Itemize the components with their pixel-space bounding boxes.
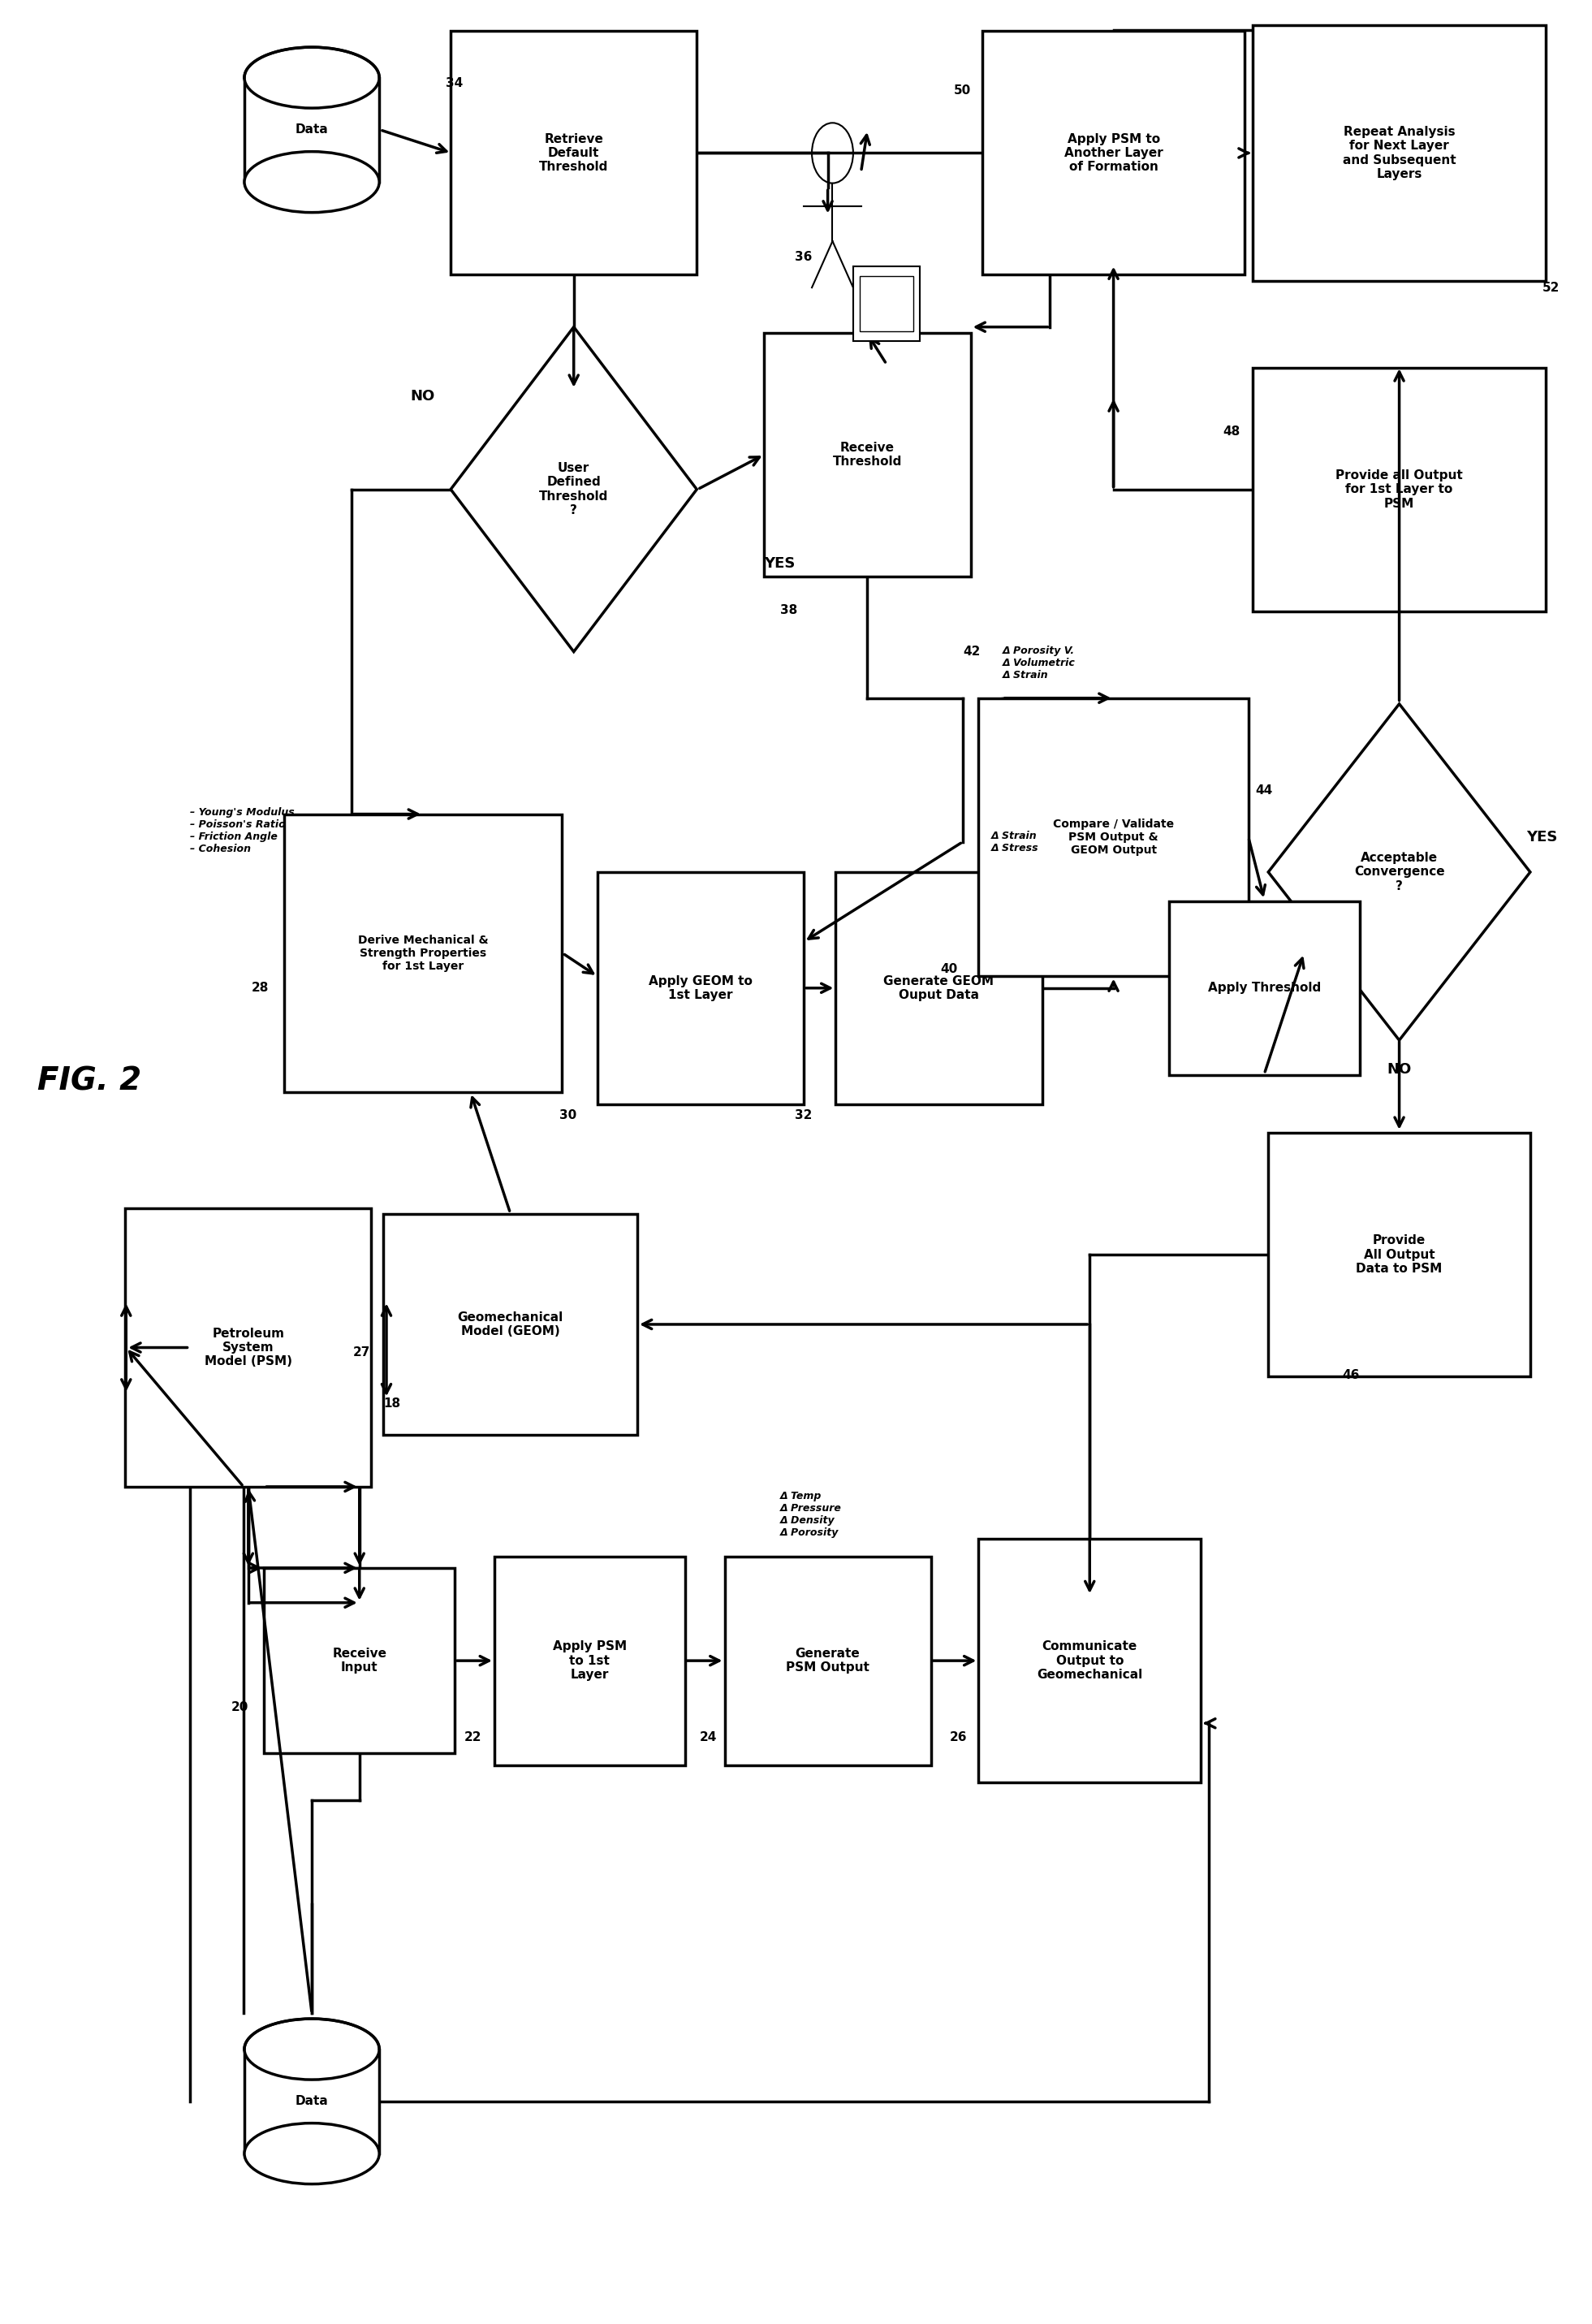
Text: Receive
Input: Receive Input [333, 1648, 387, 1673]
Text: 22: 22 [465, 1731, 482, 1743]
Text: Apply Threshold: Apply Threshold [1208, 983, 1321, 995]
Text: User
Defined
Threshold
?: User Defined Threshold ? [540, 462, 608, 516]
Text: 18: 18 [384, 1397, 401, 1408]
Text: Δ Porosity V.
Δ Volumetric
Δ Strain: Δ Porosity V. Δ Volumetric Δ Strain [1003, 646, 1075, 681]
Bar [495, 1557, 685, 1764]
Text: Generate GEOM
Ouput Data: Generate GEOM Ouput Data [884, 974, 993, 1002]
Text: Δ Strain
Δ Stress: Δ Strain Δ Stress [992, 830, 1040, 853]
Text: Apply PSM to
Another Layer
of Formation: Apply PSM to Another Layer of Formation [1063, 132, 1162, 174]
Text: Data: Data [295, 123, 328, 135]
Ellipse shape [244, 2020, 379, 2080]
Text: 30: 30 [560, 1109, 576, 1122]
Bar [244, 77, 379, 181]
Text: Apply PSM
to 1st
Layer: Apply PSM to 1st Layer [552, 1641, 627, 1680]
Text: Provide
All Output
Data to PSM: Provide All Output Data to PSM [1356, 1234, 1442, 1276]
Text: Provide all Output
for 1st Layer to
PSM: Provide all Output for 1st Layer to PSM [1336, 469, 1463, 509]
Text: FIG. 2: FIG. 2 [38, 1064, 142, 1097]
Text: NO: NO [1387, 1062, 1412, 1076]
Text: 48: 48 [1223, 425, 1240, 437]
Text: 27: 27 [353, 1346, 371, 1357]
Text: Derive Mechanical &
Strength Properties
for 1st Layer: Derive Mechanical & Strength Properties … [358, 934, 489, 971]
Ellipse shape [244, 46, 379, 109]
Bar [597, 872, 804, 1104]
Bar [126, 1208, 371, 1487]
Bar [451, 30, 697, 274]
Text: 40: 40 [941, 964, 958, 976]
Bar [1253, 26, 1546, 281]
Text: Communicate
Output to
Geomechanical: Communicate Output to Geomechanical [1036, 1641, 1143, 1680]
Text: 34: 34 [446, 77, 463, 91]
Bar [764, 332, 971, 576]
Bar [853, 267, 920, 342]
Text: 50: 50 [954, 84, 971, 98]
Text: 26: 26 [950, 1731, 968, 1743]
Text: 42: 42 [963, 646, 981, 658]
Bar [836, 872, 1043, 1104]
Text: 34U: 34U [892, 286, 919, 297]
Text: Receive
Threshold: Receive Threshold [833, 442, 903, 467]
Text: Geomechanical
Model (GEOM): Geomechanical Model (GEOM) [457, 1311, 564, 1339]
Bar [724, 1557, 931, 1764]
Text: – Young's Modulus
– Poisson's Ratio
– Friction Angle
– Cohesion: – Young's Modulus – Poisson's Ratio – Fr… [189, 806, 295, 853]
Bar [1269, 1134, 1530, 1376]
Bar [860, 277, 914, 332]
Text: 36: 36 [794, 251, 812, 263]
Bar [979, 1538, 1200, 1783]
Bar [982, 30, 1245, 274]
Text: 28: 28 [252, 983, 269, 995]
Bar [264, 1569, 455, 1755]
Bar [283, 813, 562, 1092]
Text: 46: 46 [1342, 1369, 1360, 1380]
Bar [384, 1213, 637, 1434]
Ellipse shape [244, 151, 379, 211]
Text: Generate
PSM Output: Generate PSM Output [786, 1648, 869, 1673]
Polygon shape [451, 328, 697, 651]
Bar [1253, 367, 1546, 611]
Text: Repeat Analysis
for Next Layer
and Subsequent
Layers: Repeat Analysis for Next Layer and Subse… [1342, 125, 1457, 181]
Text: YES: YES [1527, 830, 1557, 844]
Text: 24: 24 [699, 1731, 716, 1743]
Bar [979, 697, 1248, 976]
Text: Apply GEOM to
1st Layer: Apply GEOM to 1st Layer [650, 974, 753, 1002]
Polygon shape [1269, 704, 1530, 1041]
Text: Δ Temp
Δ Pressure
Δ Density
Δ Porosity: Δ Temp Δ Pressure Δ Density Δ Porosity [780, 1492, 842, 1538]
Ellipse shape [244, 2124, 379, 2185]
Text: 44: 44 [1254, 786, 1272, 797]
Text: Retrieve
Default
Threshold: Retrieve Default Threshold [540, 132, 608, 174]
Bar [244, 2050, 379, 2154]
Text: 32: 32 [794, 1109, 812, 1122]
Text: Petroleum
System
Model (PSM): Petroleum System Model (PSM) [204, 1327, 293, 1369]
Text: YES: YES [764, 555, 796, 572]
Text: Acceptable
Convergence
?: Acceptable Convergence ? [1353, 853, 1444, 892]
Text: Data: Data [295, 2096, 328, 2108]
Text: 20: 20 [231, 1701, 248, 1713]
Text: Compare / Validate
PSM Output &
GEOM Output: Compare / Validate PSM Output & GEOM Out… [1052, 818, 1173, 855]
Text: NO: NO [411, 388, 435, 404]
Bar [1169, 902, 1360, 1076]
Text: 38: 38 [780, 604, 798, 616]
Text: 52: 52 [1543, 281, 1560, 293]
